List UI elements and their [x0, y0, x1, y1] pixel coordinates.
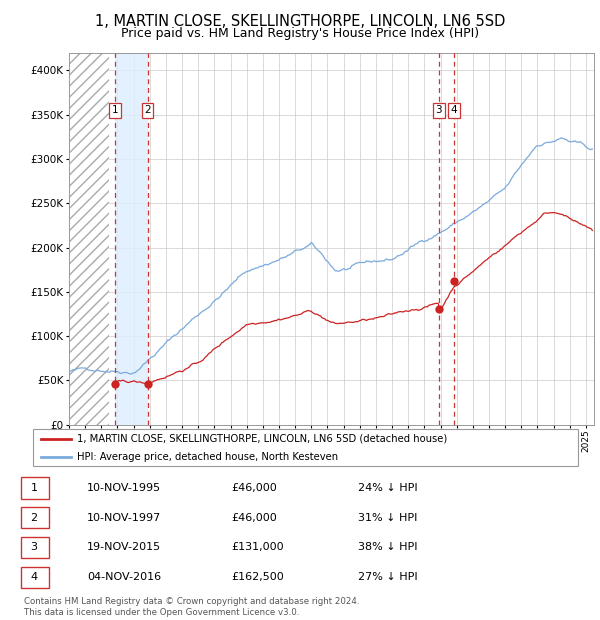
- Text: 27% ↓ HPI: 27% ↓ HPI: [358, 572, 417, 582]
- Text: 04-NOV-2016: 04-NOV-2016: [87, 572, 161, 582]
- Text: 24% ↓ HPI: 24% ↓ HPI: [358, 483, 417, 493]
- Text: 38% ↓ HPI: 38% ↓ HPI: [358, 542, 417, 552]
- Bar: [69, 53, 109, 425]
- FancyBboxPatch shape: [21, 537, 49, 558]
- Text: 1: 1: [112, 105, 119, 115]
- FancyBboxPatch shape: [21, 507, 49, 528]
- Text: 1, MARTIN CLOSE, SKELLINGTHORPE, LINCOLN, LN6 5SD (detached house): 1, MARTIN CLOSE, SKELLINGTHORPE, LINCOLN…: [77, 433, 447, 444]
- FancyBboxPatch shape: [21, 567, 49, 588]
- Text: 4: 4: [31, 572, 37, 582]
- Text: 19-NOV-2015: 19-NOV-2015: [87, 542, 161, 552]
- Text: Contains HM Land Registry data © Crown copyright and database right 2024.
This d: Contains HM Land Registry data © Crown c…: [24, 598, 359, 617]
- Text: 1: 1: [31, 483, 37, 493]
- Text: 4: 4: [451, 105, 457, 115]
- Text: 2: 2: [144, 105, 151, 115]
- Text: 3: 3: [31, 542, 37, 552]
- Text: £131,000: £131,000: [231, 542, 284, 552]
- FancyBboxPatch shape: [33, 430, 578, 466]
- Text: 1, MARTIN CLOSE, SKELLINGTHORPE, LINCOLN, LN6 5SD: 1, MARTIN CLOSE, SKELLINGTHORPE, LINCOLN…: [95, 14, 505, 29]
- Text: £46,000: £46,000: [231, 483, 277, 493]
- Text: 31% ↓ HPI: 31% ↓ HPI: [358, 513, 417, 523]
- Text: £46,000: £46,000: [231, 513, 277, 523]
- Text: Price paid vs. HM Land Registry's House Price Index (HPI): Price paid vs. HM Land Registry's House …: [121, 27, 479, 40]
- Text: 3: 3: [435, 105, 442, 115]
- Text: £162,500: £162,500: [231, 572, 284, 582]
- FancyBboxPatch shape: [21, 477, 49, 498]
- Text: 10-NOV-1997: 10-NOV-1997: [87, 513, 161, 523]
- Bar: [115, 53, 148, 425]
- Text: 2: 2: [31, 513, 37, 523]
- Text: 10-NOV-1995: 10-NOV-1995: [87, 483, 161, 493]
- Text: HPI: Average price, detached house, North Kesteven: HPI: Average price, detached house, Nort…: [77, 452, 338, 463]
